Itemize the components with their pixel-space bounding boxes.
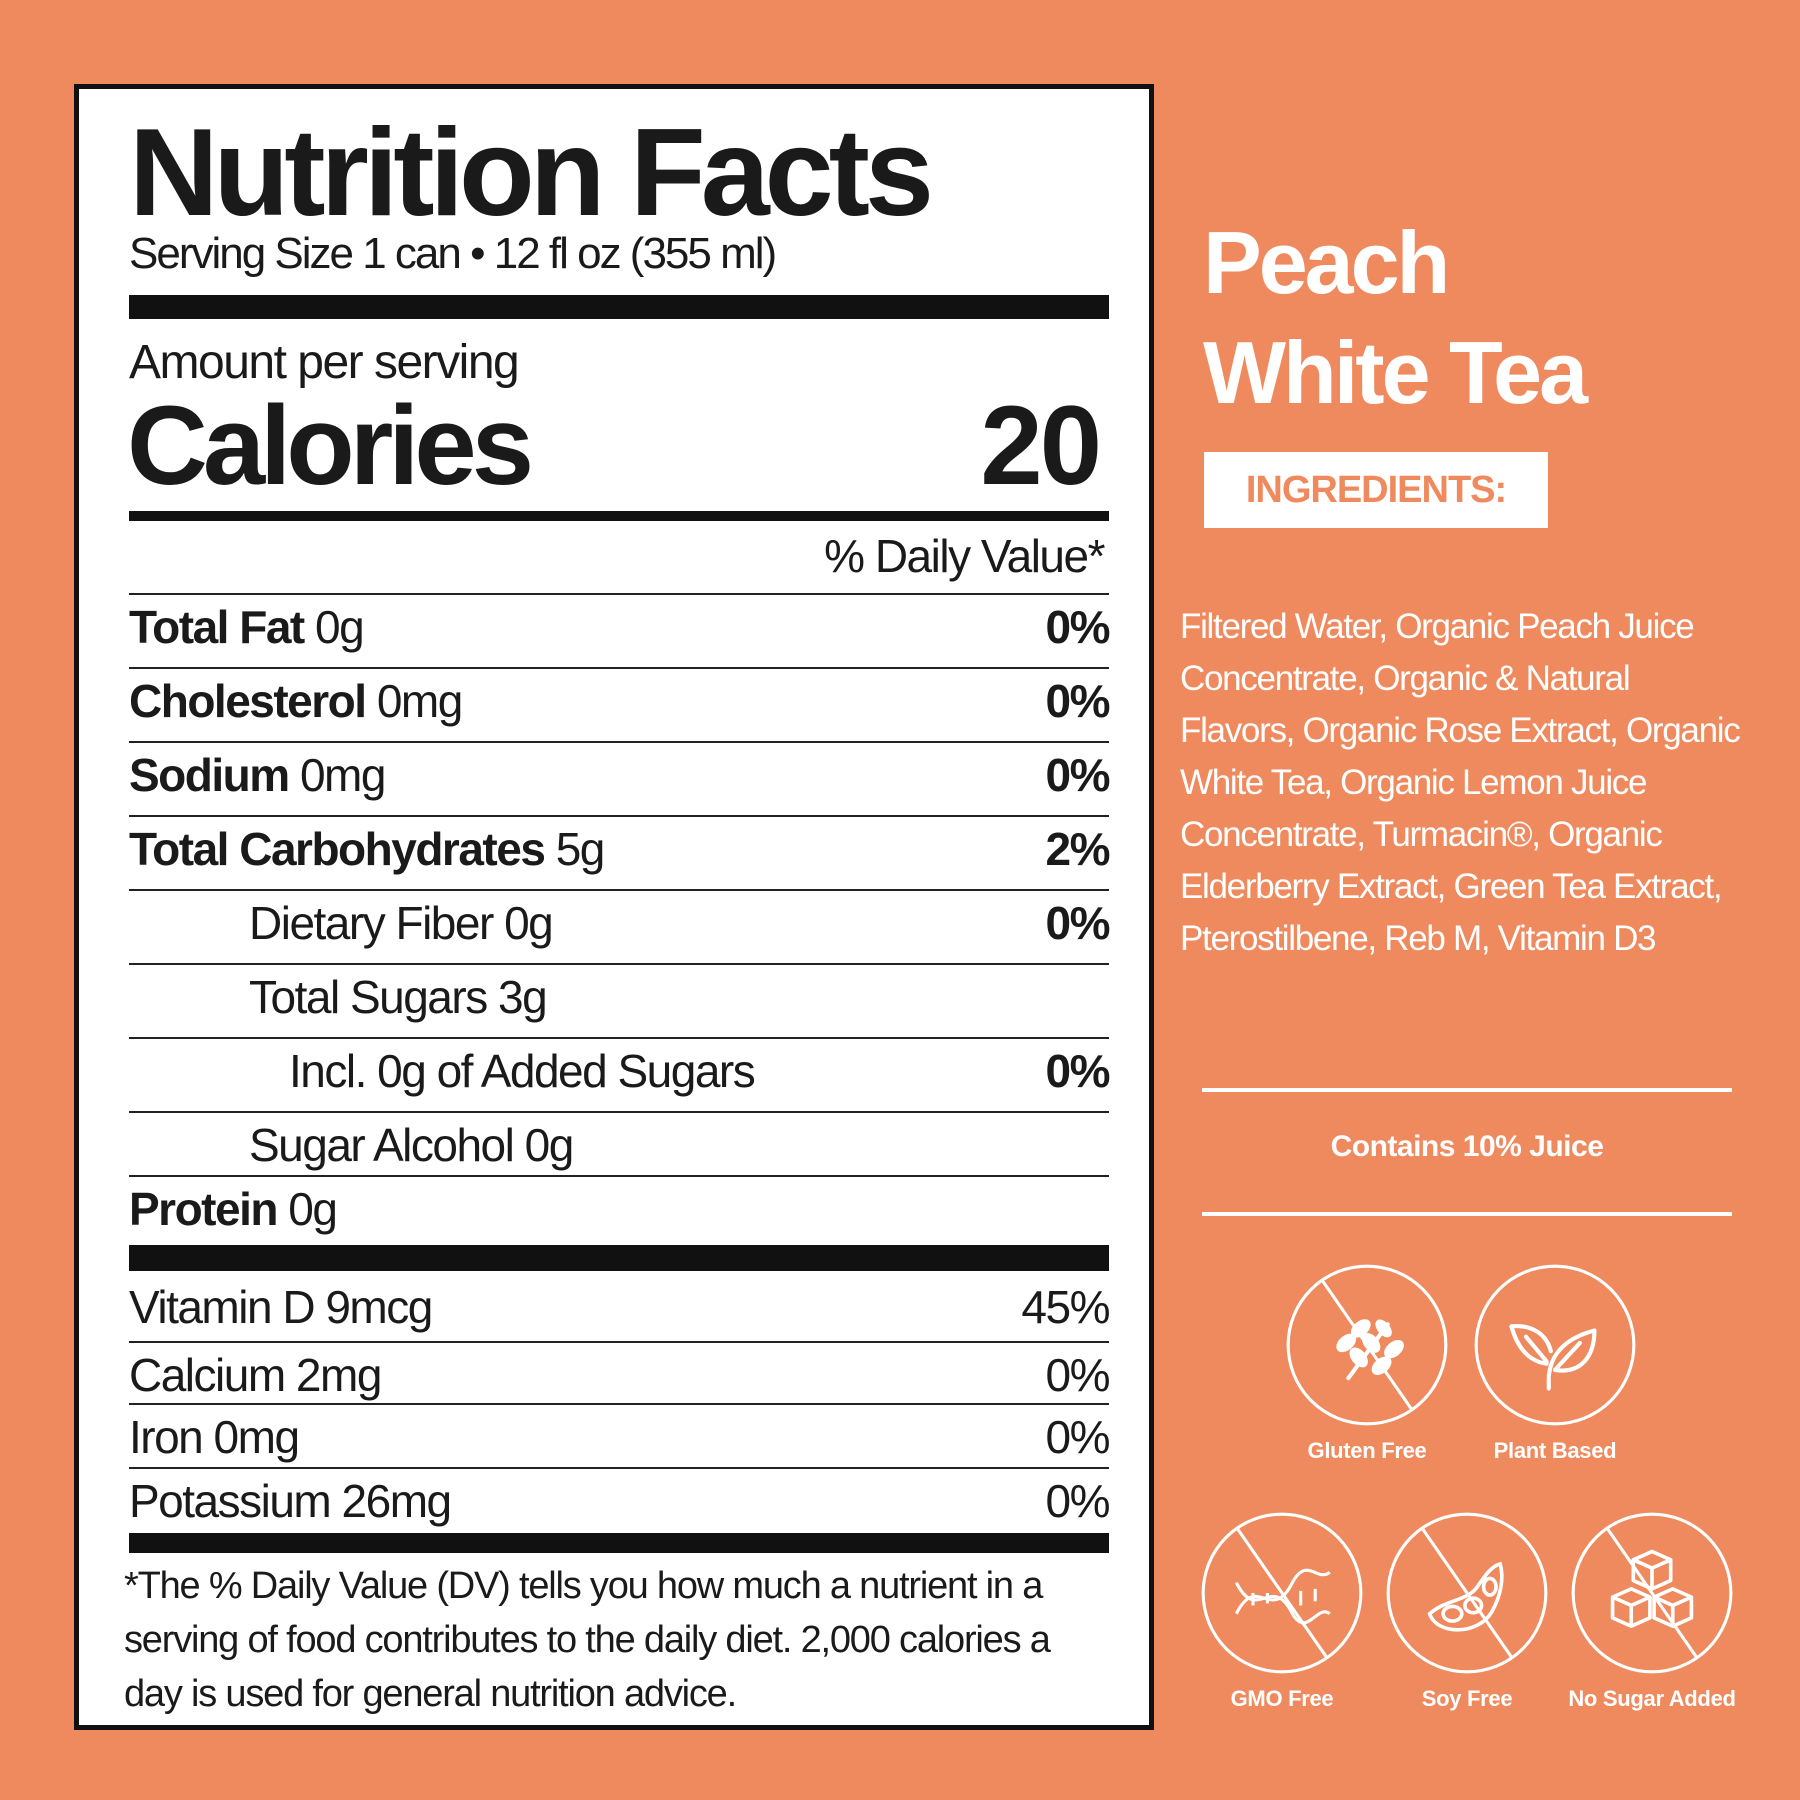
calories-divider [129,511,1109,521]
badge-soy-free: Soy Free [1372,1510,1562,1712]
product-name: Peach White Tea [1203,208,1588,428]
vitamin-label: Calcium 2mg [129,1349,382,1401]
nutrient-name: Sugar Alcohol [249,1119,515,1171]
nutrient-row-sodium: Sodium 0mg 0% [129,743,1111,807]
product-name-line2: White Tea [1203,323,1588,422]
row-divider [129,889,1109,891]
vitamin-dv: 45% [1021,1281,1110,1333]
nutrient-dv: 0% [1045,749,1111,801]
nutrient-dv: 0% [1045,675,1111,727]
vitamin-label: Potassium 26mg [129,1475,452,1527]
footnote-divider [129,1533,1109,1553]
nutrient-amount: 0g [315,601,365,653]
row-divider [129,1175,1109,1177]
nutrient-name: Dietary Fiber 0g [249,897,554,949]
badge-gluten-free: Gluten Free [1272,1262,1462,1464]
badge-gmo-free: GMO Free [1187,1510,1377,1712]
nutrient-amount: 5g [555,823,606,875]
row-divider [129,1037,1109,1039]
nutrient-row-protein: Protein 0g [129,1177,1109,1241]
badge-label: No Sugar Added [1568,1686,1736,1711]
daily-value-footnote: *The % Daily Value (DV) tells you how mu… [124,1565,1051,1715]
nutrient-name: Total Carbohydrates [129,823,546,875]
nutrition-facts-title: Nutrition Facts [129,104,934,242]
ingredients-label: INGREDIENTS: [1204,452,1548,528]
amount-per-serving: Amount per serving [129,336,520,389]
nutrient-dv: 0% [1045,1045,1111,1097]
nutrient-dv: 0% [1045,601,1111,653]
nutrient-amount: 0g [288,1183,338,1235]
soybean-icon [1386,1512,1548,1674]
nutrition-facts-panel: Nutrition Facts Serving Size 1 can • 12 … [74,84,1154,1730]
row-divider [129,667,1109,669]
badge-label: GMO Free [1230,1686,1334,1711]
row-divider [129,815,1109,817]
serving-size: Serving Size 1 can • 12 fl oz (355 ml) [129,229,777,278]
row-divider [129,963,1109,965]
vitamin-row-iron: Iron 0mg 0% [129,1405,1111,1469]
nutrient-dv: 2% [1045,823,1111,875]
nutrient-name: Protein [129,1183,278,1235]
sugar-cubes-icon [1571,1512,1733,1674]
badge-no-sugar-added: No Sugar Added [1557,1510,1747,1712]
vitamins-divider [129,1245,1109,1271]
vitamin-dv: 0% [1045,1411,1111,1463]
nutrient-name: Cholesterol [129,675,367,727]
badge-label: Soy Free [1421,1686,1513,1711]
juice-note: Contains 10% Juice [1330,1130,1604,1163]
nutrient-amount: 0g [524,1119,575,1171]
row-divider [129,1403,1109,1405]
nutrient-row-total-carbohydrates: Total Carbohydrates 5g 2% [129,817,1111,881]
divider-line [1202,1088,1732,1092]
calories-label: Calories [127,383,534,508]
vitamin-dv: 0% [1045,1475,1111,1527]
vitamin-row-potassium: Potassium 26mg 0% [129,1469,1111,1533]
nutrient-amount: 3g [497,971,548,1023]
row-divider [129,1111,1109,1113]
row-divider [129,1341,1109,1343]
ingredients-list: Filtered Water, Organic Peach Juice Conc… [1180,607,1741,958]
dna-icon [1201,1512,1363,1674]
nutrient-row-cholesterol: Cholesterol 0mg 0% [129,669,1111,733]
wheat-icon [1286,1264,1448,1426]
row-divider [129,1467,1109,1469]
nutrient-name: Total Sugars [249,971,488,1023]
vitamin-row-vitamin-d: Vitamin D 9mcg 45% [129,1275,1110,1339]
badge-label: Gluten Free [1307,1438,1427,1463]
nutrient-dv: 0% [1045,897,1111,949]
calories-value: 20 [980,383,1102,508]
vitamin-row-calcium: Calcium 2mg 0% [129,1343,1111,1407]
thick-divider [129,295,1109,319]
nutrient-amount: 0mg [376,675,463,727]
divider-line [1202,1212,1732,1216]
nutrient-row-sugar-alcohol: Sugar Alcohol 0g [129,1113,1109,1177]
badge-plant-based: Plant Based [1460,1262,1650,1464]
badge-label: Plant Based [1493,1438,1617,1463]
product-name-line1: Peach [1203,213,1450,312]
nutrient-row-total-sugars: Total Sugars 3g [129,965,1109,1029]
vitamin-label: Iron 0mg [129,1411,300,1463]
nutrient-row-added-sugars: Incl. 0g of Added Sugars 0% [129,1039,1111,1103]
nutrient-name: Total Fat [129,601,305,653]
nutrient-amount: 0mg [299,749,386,801]
daily-value-header: % Daily Value* [824,530,1105,582]
leaf-icon [1474,1264,1636,1426]
nutrient-row-total-fat: Total Fat 0g 0% [129,595,1111,659]
vitamin-dv: 0% [1045,1349,1111,1401]
vitamin-label: Vitamin D 9mcg [129,1281,433,1333]
nutrient-row-dietary-fiber: Dietary Fiber 0g 0% [129,891,1111,955]
nutrient-name: Incl. 0g of Added Sugars [289,1045,756,1097]
row-divider [129,593,1109,595]
nutrient-name: Sodium [129,749,290,801]
row-divider [129,741,1109,743]
